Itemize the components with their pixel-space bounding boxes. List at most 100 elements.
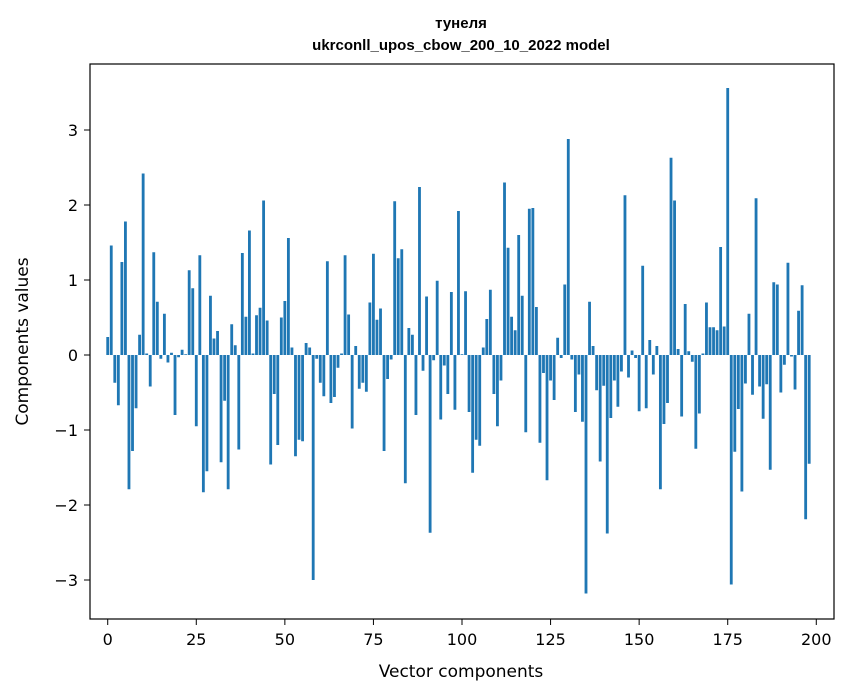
- bar: [286, 238, 290, 355]
- bar: [602, 355, 606, 386]
- bar: [333, 355, 336, 397]
- y-tick-label: 3: [68, 121, 78, 140]
- bar: [272, 355, 276, 394]
- bar: [113, 355, 117, 383]
- bar: [194, 355, 198, 427]
- bar: [740, 355, 744, 492]
- x-tick-label: 175: [712, 630, 743, 649]
- bar: [209, 295, 212, 355]
- bar: [354, 346, 358, 355]
- bar: [180, 349, 184, 355]
- bar: [751, 355, 754, 395]
- bar: [329, 355, 333, 403]
- y-tick-label: −2: [54, 496, 78, 515]
- bar: [294, 355, 297, 457]
- bar: [124, 221, 127, 355]
- bar: [655, 346, 659, 355]
- bar: [563, 284, 567, 355]
- bar: [304, 343, 308, 355]
- bar: [744, 355, 747, 384]
- bar: [442, 355, 446, 366]
- bar: [676, 349, 680, 355]
- bar: [237, 355, 241, 450]
- y-tick-label: 0: [68, 346, 78, 365]
- bar: [290, 347, 294, 355]
- bar: [722, 326, 726, 355]
- bar: [368, 302, 372, 355]
- bar: [634, 355, 638, 358]
- bar: [138, 334, 142, 355]
- x-tick-label: 50: [275, 630, 295, 649]
- bar: [134, 355, 138, 409]
- bars-layer: [106, 88, 811, 594]
- x-tick-label: 0: [103, 630, 113, 649]
- bar: [712, 327, 715, 355]
- bar: [340, 353, 343, 355]
- bar: [414, 355, 418, 415]
- bar: [357, 355, 361, 389]
- bar: [216, 331, 219, 355]
- bar: [258, 307, 262, 355]
- bar: [141, 173, 145, 355]
- bar: [400, 249, 404, 355]
- bar: [382, 355, 386, 451]
- bar: [690, 355, 694, 362]
- chart-title: тунеля: [435, 15, 487, 32]
- bar: [680, 355, 684, 417]
- bar: [570, 355, 574, 360]
- bar: [393, 201, 397, 355]
- bar: [279, 317, 283, 355]
- bar: [658, 355, 662, 490]
- bar: [754, 198, 758, 355]
- bar: [106, 337, 110, 355]
- bar: [524, 355, 528, 433]
- bar: [517, 235, 521, 355]
- bar: [687, 351, 691, 355]
- bar: [708, 327, 712, 355]
- bar: [736, 355, 740, 409]
- bar: [223, 355, 227, 401]
- bar: [467, 355, 471, 412]
- bar: [439, 355, 443, 420]
- bar: [623, 195, 627, 355]
- bar: [616, 355, 620, 407]
- bar: [308, 347, 312, 355]
- bar: [545, 355, 549, 481]
- bar: [435, 280, 439, 355]
- bar: [552, 355, 556, 400]
- bar: [248, 230, 251, 355]
- x-tick-label: 75: [363, 630, 383, 649]
- plot-frame: [89, 63, 835, 620]
- chart-subtitle: ukrconll_upos_cbow_200_10_2022 model: [312, 37, 610, 54]
- bar: [588, 301, 591, 355]
- y-axis-label: Components values: [13, 257, 33, 425]
- bar: [758, 355, 762, 387]
- bar: [719, 247, 723, 355]
- bar: [573, 355, 577, 412]
- bar: [747, 313, 751, 355]
- bar: [407, 328, 411, 355]
- bar: [559, 355, 563, 358]
- bar: [492, 355, 496, 394]
- bar: [198, 255, 202, 355]
- bar: [793, 355, 797, 390]
- bar: [620, 355, 623, 372]
- bar: [683, 304, 687, 355]
- bar: [457, 211, 460, 355]
- bar: [538, 355, 542, 443]
- bar: [418, 187, 421, 355]
- bar: [446, 355, 450, 394]
- bar: [372, 253, 375, 355]
- bar: [510, 316, 514, 355]
- bar: [396, 258, 400, 355]
- x-axis-label: Vector components: [379, 662, 544, 682]
- bar: [410, 334, 414, 355]
- bar: [662, 355, 666, 424]
- bar: [425, 296, 428, 355]
- bar: [499, 355, 503, 381]
- bar: [800, 285, 804, 355]
- bar: [591, 346, 595, 355]
- x-tick-label: 125: [535, 630, 566, 649]
